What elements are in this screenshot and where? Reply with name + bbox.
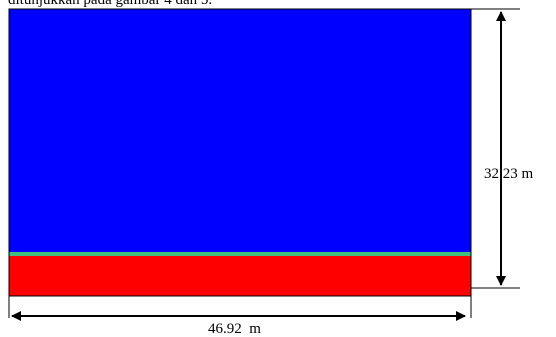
interface-band: [9, 252, 471, 256]
caption-text: ditunjukkan pada gambar 4 dan 5.: [8, 0, 213, 8]
lower-region: [9, 256, 471, 296]
width-label: 46.92 m: [208, 321, 261, 337]
upper-region: [9, 9, 471, 254]
height-label: 32.23 m: [484, 166, 534, 182]
domain-outline: [8, 8, 472, 297]
